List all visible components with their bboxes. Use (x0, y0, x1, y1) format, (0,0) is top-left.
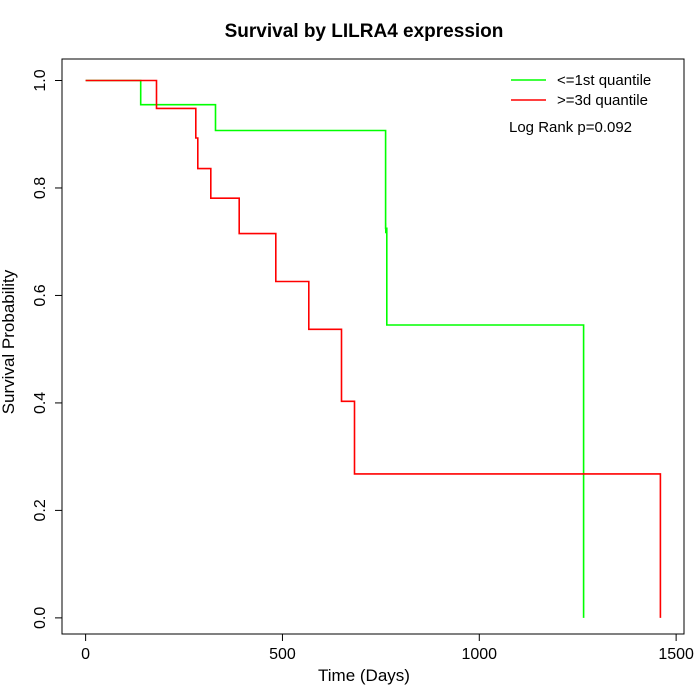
logrank-annotation: Log Rank p=0.092 (509, 119, 632, 136)
x-axis-label: Time (Days) (318, 666, 410, 685)
x-axis: 0 500 1000 1500 (81, 633, 694, 663)
y-tick-label: 1.0 (32, 69, 49, 91)
y-tick-label: 0.6 (32, 284, 49, 306)
x-tick-label: 1500 (658, 646, 694, 663)
y-tick-label: 0.2 (32, 499, 49, 521)
y-tick-label: 0.8 (32, 177, 49, 199)
survival-curve-series-1 (85, 79, 585, 618)
x-tick-label: 1000 (461, 646, 497, 663)
plot-frame (61, 58, 685, 635)
survival-curve-series-2 (85, 79, 662, 618)
y-axis: 0.0 0.2 0.4 0.6 0.8 1.0 (32, 69, 63, 629)
series-layer (85, 79, 662, 618)
legend-label: >=3d quantile (557, 92, 648, 109)
x-tick-label: 500 (269, 646, 296, 663)
legend-label: <=1st quantile (557, 72, 651, 89)
y-tick-label: 0.0 (32, 607, 49, 629)
x-tick-label: 0 (81, 646, 90, 663)
chart-title: Survival by LILRA4 expression (225, 21, 504, 42)
y-axis-label: Survival Probability (0, 269, 18, 414)
y-tick-label: 0.4 (32, 392, 49, 414)
legend: <=1st quantile >=3d quantile (511, 72, 651, 109)
